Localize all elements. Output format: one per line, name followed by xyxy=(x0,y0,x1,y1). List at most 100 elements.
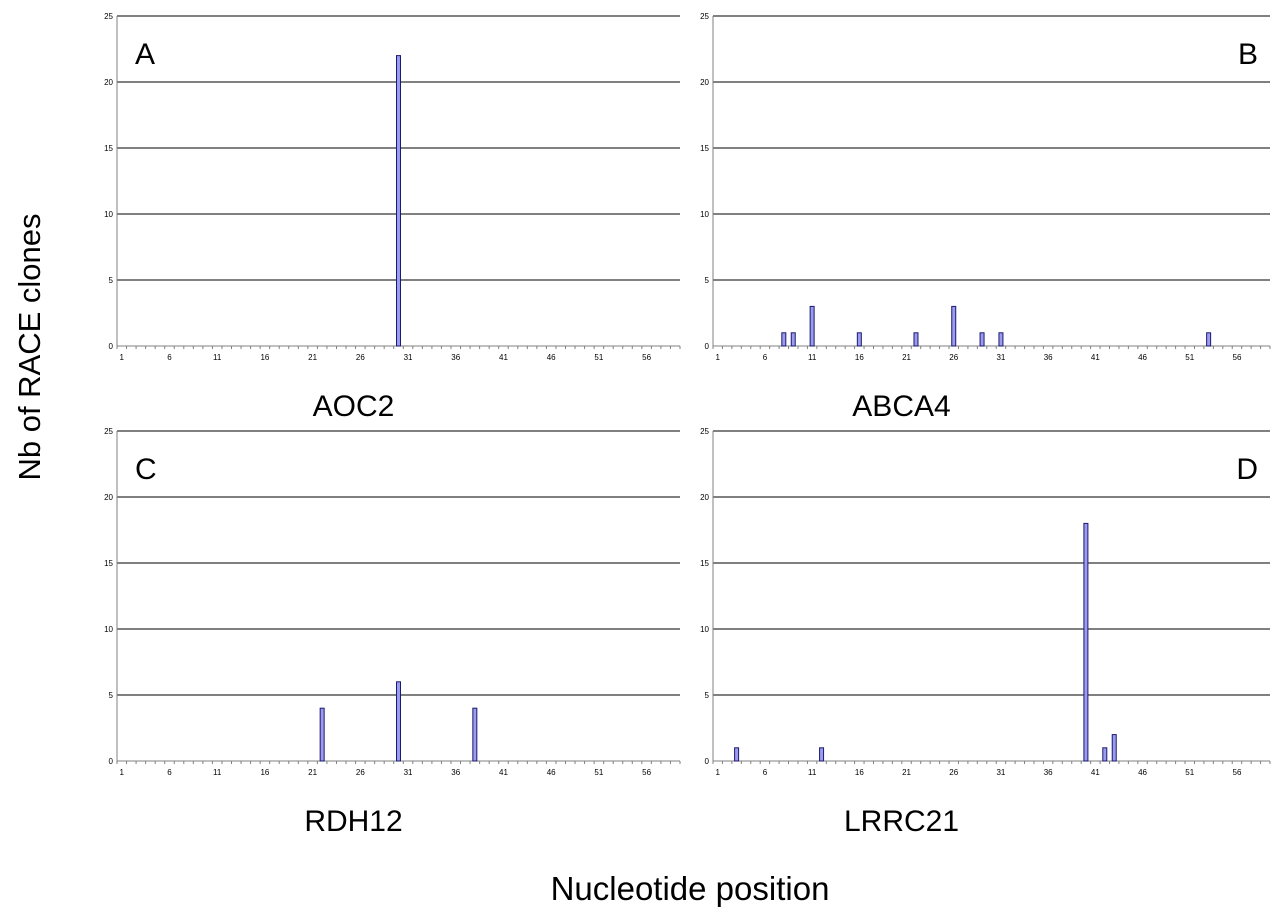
x-tick-label: 11 xyxy=(213,768,222,777)
bar xyxy=(1206,332,1212,347)
x-tick-label: 51 xyxy=(594,353,603,362)
y-tick-label: 15 xyxy=(104,559,113,568)
x-tick-label: 1 xyxy=(715,353,720,362)
x-tick-label: 21 xyxy=(902,768,911,777)
x-tick-label: 36 xyxy=(451,768,460,777)
bar xyxy=(790,332,796,347)
y-tick-label: 10 xyxy=(700,210,709,219)
y-tick-label: 0 xyxy=(109,342,114,351)
bar xyxy=(913,332,919,347)
y-tick-label: 10 xyxy=(104,625,113,634)
x-tick-label: 26 xyxy=(356,768,365,777)
x-tick-label: 6 xyxy=(167,353,172,362)
x-tick-label: 16 xyxy=(260,353,269,362)
x-tick-label: 31 xyxy=(996,768,1005,777)
y-tick-label: 5 xyxy=(705,691,710,700)
x-tick-label: 1 xyxy=(120,353,125,362)
x-tick-label: 31 xyxy=(404,353,413,362)
x-tick-label: 1 xyxy=(715,768,720,777)
x-tick-label: 11 xyxy=(213,353,222,362)
gene-name: LRRC21 xyxy=(844,805,959,838)
bar xyxy=(319,707,325,762)
x-tick-label: 31 xyxy=(996,353,1005,362)
x-tick-label: 36 xyxy=(451,353,460,362)
x-tick-label: 46 xyxy=(547,768,556,777)
x-tick-label: 16 xyxy=(855,353,864,362)
y-tick-label: 10 xyxy=(104,210,113,219)
x-tick-label: 6 xyxy=(167,768,172,777)
y-tick-label: 20 xyxy=(104,78,113,87)
x-tick-label: 11 xyxy=(808,768,817,777)
y-tick-label: 25 xyxy=(104,12,113,21)
y-tick-label: 25 xyxy=(104,427,113,436)
x-tick-label: 31 xyxy=(404,768,413,777)
x-tick-label: 51 xyxy=(1185,353,1194,362)
y-tick-label: 25 xyxy=(700,12,709,21)
y-tick-label: 5 xyxy=(109,276,114,285)
panel-label: B xyxy=(1238,38,1258,71)
bar xyxy=(472,707,478,762)
x-tick-label: 36 xyxy=(1044,353,1053,362)
bar xyxy=(809,305,815,347)
bar xyxy=(979,332,985,347)
x-tick-label: 51 xyxy=(594,768,603,777)
bar xyxy=(856,332,862,347)
panel-label: C xyxy=(135,453,157,486)
x-tick-label: 41 xyxy=(499,768,508,777)
gene-name: AOC2 xyxy=(313,390,395,423)
x-tick-label: 16 xyxy=(260,768,269,777)
x-tick-label: 21 xyxy=(902,353,911,362)
y-tick-label: 25 xyxy=(700,427,709,436)
panel-label: A xyxy=(135,38,155,71)
y-tick-label: 15 xyxy=(104,144,113,153)
y-tick-label: 0 xyxy=(705,342,710,351)
y-tick-label: 5 xyxy=(109,691,114,700)
y-tick-label: 10 xyxy=(700,625,709,634)
x-tick-label: 56 xyxy=(642,353,651,362)
bar xyxy=(951,305,957,347)
bar xyxy=(396,55,401,347)
x-tick-label: 26 xyxy=(949,353,958,362)
bar xyxy=(819,747,825,762)
x-tick-label: 21 xyxy=(308,353,317,362)
y-tick-label: 0 xyxy=(109,757,114,766)
y-tick-label: 0 xyxy=(705,757,710,766)
x-tick-label: 6 xyxy=(763,768,768,777)
x-tick-label: 56 xyxy=(1233,353,1242,362)
y-tick-label: 5 xyxy=(705,276,710,285)
panel-label: D xyxy=(1236,453,1258,486)
gene-name: ABCA4 xyxy=(852,390,950,423)
x-tick-label: 6 xyxy=(763,353,768,362)
x-tick-label: 46 xyxy=(1138,353,1147,362)
bar xyxy=(734,747,740,762)
x-tick-label: 41 xyxy=(499,353,508,362)
y-tick-label: 20 xyxy=(700,78,709,87)
x-tick-label: 46 xyxy=(1138,768,1147,777)
bar xyxy=(396,681,401,762)
gene-name: RDH12 xyxy=(304,805,402,838)
bar xyxy=(1083,522,1089,762)
y-tick-label: 20 xyxy=(700,493,709,502)
x-tick-label: 41 xyxy=(1091,768,1100,777)
x-tick-label: 56 xyxy=(1233,768,1242,777)
y-axis-title: Nb of RACE clones xyxy=(12,213,47,480)
y-tick-label: 15 xyxy=(700,144,709,153)
bar xyxy=(998,332,1004,347)
x-tick-label: 26 xyxy=(356,353,365,362)
x-tick-label: 11 xyxy=(808,353,817,362)
x-tick-label: 1 xyxy=(120,768,125,777)
y-tick-label: 20 xyxy=(104,493,113,502)
x-tick-label: 41 xyxy=(1091,353,1100,362)
bar xyxy=(781,332,787,347)
x-tick-label: 36 xyxy=(1044,768,1053,777)
x-axis-title: Nucleotide position xyxy=(551,870,830,907)
y-tick-label: 15 xyxy=(700,559,709,568)
bar xyxy=(1111,734,1117,762)
x-tick-label: 21 xyxy=(308,768,317,777)
x-tick-label: 46 xyxy=(547,353,556,362)
